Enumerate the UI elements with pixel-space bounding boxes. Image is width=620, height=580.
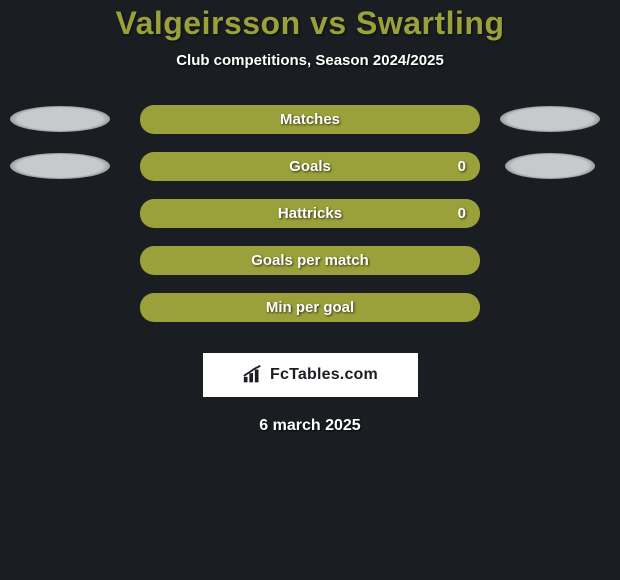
stat-row: Hattricks 0 bbox=[0, 198, 620, 228]
stat-row: Goals 0 bbox=[0, 151, 620, 181]
stat-label: Hattricks bbox=[278, 205, 342, 222]
stat-row: Goals per match bbox=[0, 245, 620, 275]
brand-badge[interactable]: FcTables.com bbox=[203, 353, 418, 397]
stat-bar: Min per goal bbox=[140, 293, 480, 322]
page-title: Valgeirsson vs Swartling bbox=[115, 5, 504, 42]
value-ellipse-left bbox=[10, 106, 110, 132]
brand-text: FcTables.com bbox=[270, 366, 378, 384]
value-ellipse-left bbox=[10, 153, 110, 179]
stat-bar: Goals per match bbox=[140, 246, 480, 275]
stat-bar: Matches bbox=[140, 105, 480, 134]
stat-label: Min per goal bbox=[266, 299, 354, 316]
stat-value-right: 0 bbox=[458, 158, 466, 175]
date-label: 6 march 2025 bbox=[259, 417, 360, 435]
stat-value-right: 0 bbox=[458, 205, 466, 222]
value-ellipse-right bbox=[505, 153, 595, 179]
value-ellipse-right bbox=[500, 106, 600, 132]
stat-bar: Hattricks 0 bbox=[140, 199, 480, 228]
bar-chart-icon bbox=[242, 364, 264, 386]
stat-bar: Goals 0 bbox=[140, 152, 480, 181]
stat-row: Matches bbox=[0, 104, 620, 134]
stats-list: Matches Goals 0 Hattricks 0 Goals per match Mi… bbox=[0, 104, 620, 339]
stat-label: Matches bbox=[280, 111, 340, 128]
stat-label: Goals per match bbox=[251, 252, 369, 269]
stat-label: Goals bbox=[289, 158, 331, 175]
subtitle: Club competitions, Season 2024/2025 bbox=[176, 52, 444, 69]
stat-row: Min per goal bbox=[0, 292, 620, 322]
